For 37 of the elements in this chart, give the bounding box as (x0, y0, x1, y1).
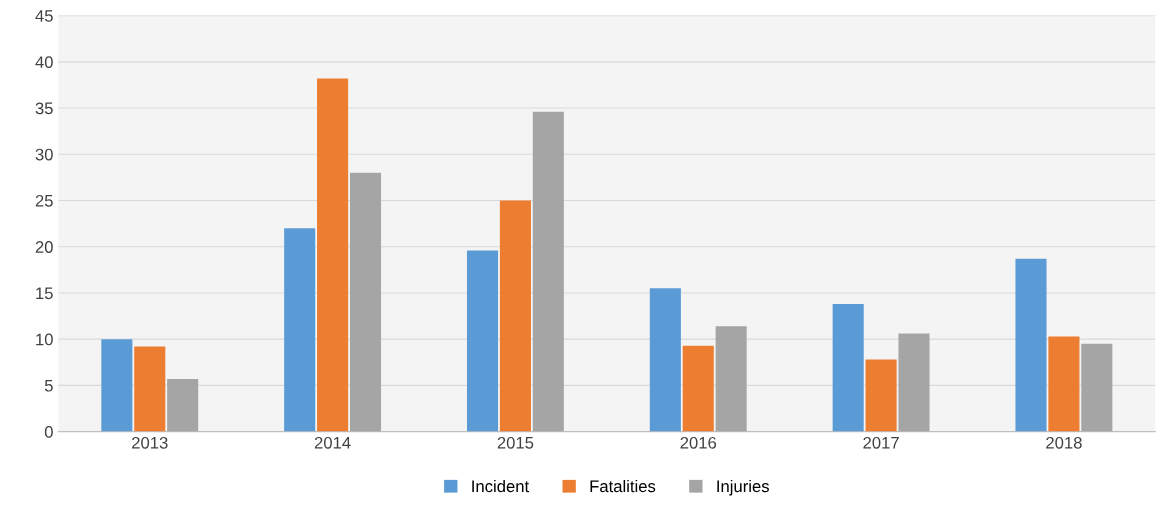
bar (134, 346, 166, 432)
bar (832, 304, 864, 432)
bar (715, 326, 747, 432)
legend-label: Fatalities (590, 479, 656, 493)
y-tick-label: 25 (35, 194, 53, 207)
x-tick-label: 2016 (680, 436, 717, 449)
x-tick-label: 2015 (497, 436, 534, 449)
bar (101, 339, 133, 432)
bar (466, 250, 499, 432)
x-tick-label: 2018 (1046, 436, 1082, 449)
bar (1048, 336, 1080, 432)
y-tick-label: 40 (35, 56, 53, 69)
y-tick-label: 10 (36, 333, 53, 346)
bar (284, 228, 316, 432)
y-tick-label: 35 (35, 102, 53, 115)
legend-label: Injuries (717, 479, 769, 496)
bar (317, 78, 349, 432)
bar (1081, 343, 1113, 432)
y-tick-label: 15 (36, 287, 53, 300)
y-tick-label: 0 (44, 426, 53, 438)
bar (349, 172, 382, 432)
x-tick-label: 2017 (863, 436, 899, 449)
bar (682, 345, 714, 432)
bar (167, 378, 199, 432)
y-tick-label: 20 (35, 241, 53, 253)
y-tick-label: 30 (35, 148, 53, 161)
bar (898, 333, 930, 432)
y-tick-label: 45 (35, 10, 53, 22)
y-tick-label: 5 (44, 379, 53, 392)
bar (1015, 258, 1047, 432)
x-tick-label: 2013 (132, 436, 168, 449)
bar (532, 111, 564, 432)
x-tick-label: 2014 (314, 436, 351, 449)
bar (499, 200, 531, 432)
bar (649, 288, 681, 432)
legend-label: Incident (472, 479, 530, 493)
bar (865, 359, 897, 432)
